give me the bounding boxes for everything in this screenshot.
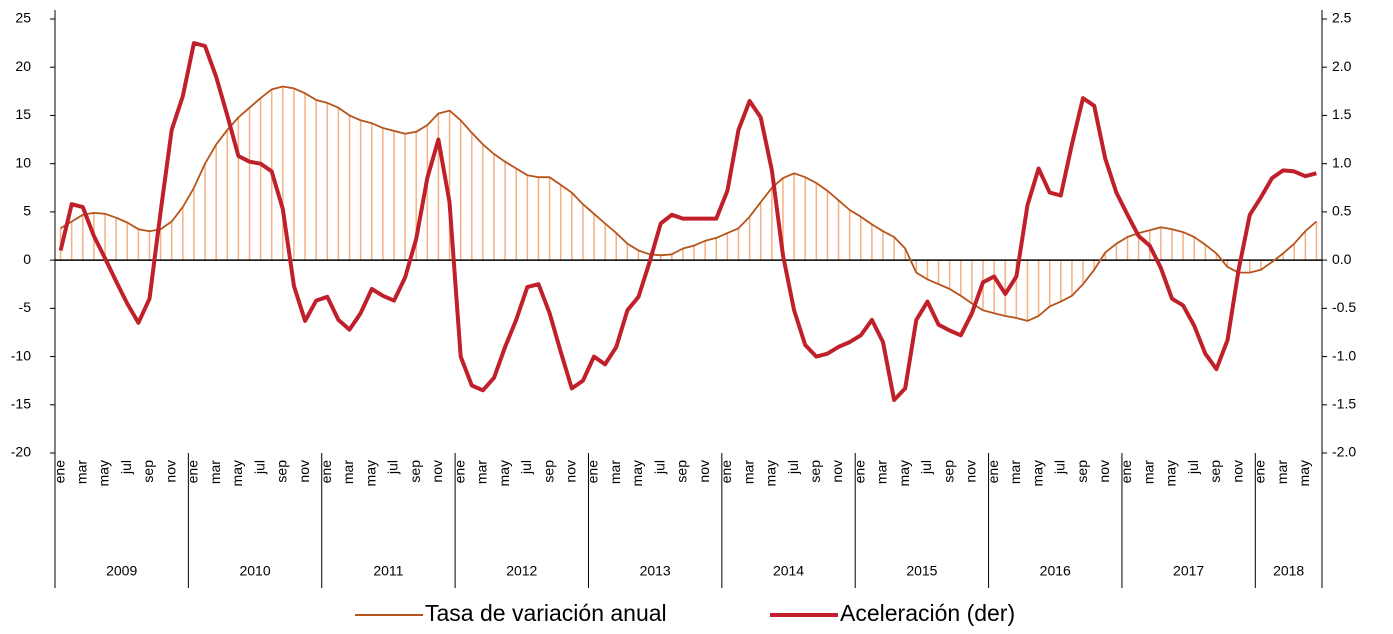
y-tick-label: 0 [23, 251, 31, 267]
x-tick-label: may [362, 460, 378, 486]
x-tick-label: nov [829, 460, 845, 483]
x-tick-label: sep [140, 460, 156, 483]
y-tick-label: 15 [15, 106, 31, 122]
x-tick-label: sep [1207, 460, 1223, 483]
x-tick-label: sep [674, 460, 690, 483]
x-tick-label: sep [274, 460, 290, 483]
x-tick-label: sep [940, 460, 956, 483]
year-label: 2016 [1040, 563, 1071, 579]
x-tick-label: may [1029, 460, 1045, 486]
x-tick-label: sep [807, 460, 823, 483]
y2-tick-label: 0.5 [1332, 203, 1352, 219]
y-tick-label: -15 [11, 395, 31, 411]
x-tick-label: nov [296, 460, 312, 483]
x-tick-label: ene [185, 460, 201, 484]
y-tick-label: 5 [23, 203, 31, 219]
x-tick-label: mar [73, 460, 89, 484]
x-tick-label: ene [985, 460, 1001, 484]
x-tick-label: jul [385, 460, 401, 475]
x-tick-label: mar [740, 460, 756, 484]
year-label: 2013 [640, 563, 671, 579]
x-tick-label: mar [207, 460, 223, 484]
y-tick-label: -5 [19, 299, 32, 315]
legend-label: Tasa de variación anual [425, 600, 667, 626]
x-tick-label: mar [474, 460, 490, 484]
x-tick-label: may [96, 460, 112, 486]
legend-label: Aceleración (der) [840, 600, 1015, 626]
x-tick-label: nov [563, 460, 579, 483]
y2-tick-label: -2.0 [1332, 444, 1356, 460]
x-tick-label: may [1296, 460, 1312, 486]
x-tick-label: may [496, 460, 512, 486]
y2-tick-label: -0.5 [1332, 299, 1356, 315]
x-tick-label: jul [1185, 460, 1201, 475]
x-tick-label: ene [718, 460, 734, 484]
x-tick-label: ene [318, 460, 334, 484]
x-tick-label: nov [1096, 460, 1112, 483]
year-label: 2017 [1173, 563, 1204, 579]
x-tick-label: nov [696, 460, 712, 483]
x-tick-label: ene [51, 460, 67, 484]
x-tick-label: may [763, 460, 779, 486]
x-tick-label: mar [1007, 460, 1023, 484]
x-tick-label: jul [518, 460, 534, 475]
x-tick-label: ene [1252, 460, 1268, 484]
y2-tick-label: -1.5 [1332, 395, 1356, 411]
x-tick-label: jul [785, 460, 801, 475]
x-tick-label: mar [1140, 460, 1156, 484]
x-tick-label: jul [251, 460, 267, 475]
x-tick-label: jul [118, 460, 134, 475]
y2-tick-label: -1.0 [1332, 347, 1356, 363]
x-tick-label: may [229, 460, 245, 486]
x-tick-label: sep [540, 460, 556, 483]
x-tick-label: may [896, 460, 912, 486]
y-tick-label: 25 [15, 10, 31, 26]
x-tick-label: ene [851, 460, 867, 484]
x-tick-label: nov [1229, 460, 1245, 483]
x-tick-label: mar [874, 460, 890, 484]
y-tick-label: -10 [11, 347, 31, 363]
x-tick-label: jul [651, 460, 667, 475]
year-label: 2010 [239, 563, 270, 579]
x-tick-label: mar [607, 460, 623, 484]
year-label: 2014 [773, 563, 804, 579]
x-tick-label: jul [918, 460, 934, 475]
series-line [60, 85, 1317, 322]
x-tick-label: jul [1052, 460, 1068, 475]
y-tick-label: 20 [15, 58, 31, 74]
year-label: 2009 [106, 563, 137, 579]
x-tick-label: sep [407, 460, 423, 483]
y-tick-label: 10 [15, 154, 31, 170]
year-label: 2018 [1273, 563, 1304, 579]
x-tick-label: ene [1118, 460, 1134, 484]
y2-tick-label: 2.5 [1332, 10, 1352, 26]
x-tick-label: may [1163, 460, 1179, 486]
x-tick-label: ene [585, 460, 601, 484]
x-tick-label: sep [1074, 460, 1090, 483]
y2-tick-label: 0.0 [1332, 251, 1352, 267]
x-tick-label: may [629, 460, 645, 486]
x-tick-label: mar [340, 460, 356, 484]
series-line [58, 41, 1317, 402]
y2-tick-label: 2.0 [1332, 58, 1352, 74]
year-label: 2012 [506, 563, 537, 579]
x-tick-label: mar [1274, 460, 1290, 484]
x-tick-label: ene [451, 460, 467, 484]
year-label: 2011 [373, 563, 403, 579]
y-tick-label: -20 [11, 444, 31, 460]
x-tick-label: nov [429, 460, 445, 483]
y2-tick-label: 1.0 [1332, 154, 1352, 170]
year-label: 2015 [906, 563, 937, 579]
x-tick-label: nov [963, 460, 979, 483]
x-tick-label: nov [162, 460, 178, 483]
y2-tick-label: 1.5 [1332, 106, 1352, 122]
